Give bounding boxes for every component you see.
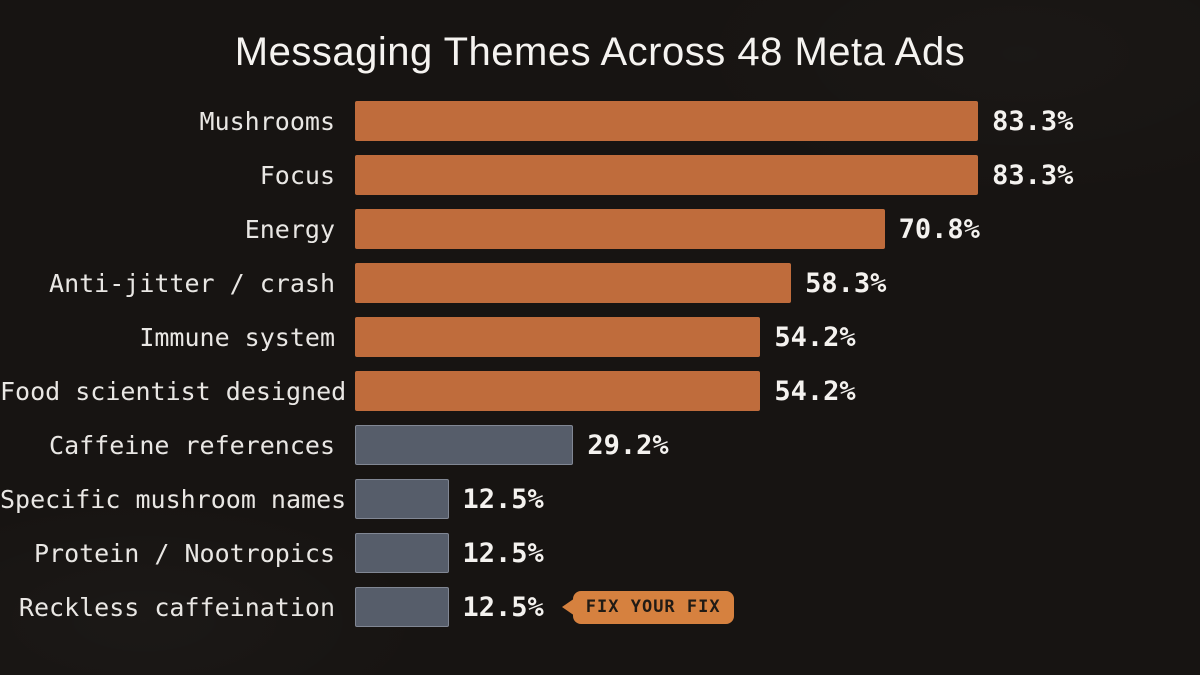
value-label: 70.8% <box>898 213 980 245</box>
bar <box>355 209 885 249</box>
bar <box>355 263 792 303</box>
chart-row: Immune system 54.2% <box>0 310 1200 364</box>
value-label: 12.5% <box>462 537 544 569</box>
value-label: 58.3% <box>805 267 887 299</box>
category-label: Immune system <box>139 322 335 352</box>
chart-rows: Mushrooms 83.3% Focus 83.3% Energy 70.8% Anti-… <box>0 94 1200 634</box>
bar <box>355 155 979 195</box>
bar <box>355 479 449 519</box>
value-label: 54.2% <box>774 375 856 407</box>
chart-row: Anti-jitter / crash 58.3% <box>0 256 1200 310</box>
badge-pointer-icon <box>561 598 575 616</box>
bar <box>355 101 979 141</box>
bar <box>355 425 574 465</box>
chart-row: Reckless caffeination 12.5% FIX YOUR FIX <box>0 580 1200 634</box>
value-label: 83.3% <box>992 105 1074 137</box>
fix-your-fix-badge: FIX YOUR FIX <box>561 590 734 624</box>
category-label: Anti-jitter / crash <box>49 268 335 298</box>
chart-row: Specific mushroom names 12.5% <box>0 472 1200 526</box>
chart-row: Caffeine references 29.2% <box>0 418 1200 472</box>
value-label: 54.2% <box>774 321 856 353</box>
chart-title: Messaging Themes Across 48 Meta Ads <box>234 30 966 74</box>
category-label: Focus <box>259 160 335 190</box>
chart-row: Energy 70.8% <box>0 202 1200 256</box>
category-label: Protein / Nootropics <box>33 538 335 568</box>
bar <box>355 587 449 627</box>
value-label: 12.5% <box>462 591 544 623</box>
value-label: 12.5% <box>462 483 544 515</box>
bar <box>355 317 761 357</box>
chart-row: Protein / Nootropics 12.5% <box>0 526 1200 580</box>
value-label: 29.2% <box>587 429 669 461</box>
bar <box>355 533 449 573</box>
chart-row: Food scientist designed 54.2% <box>0 364 1200 418</box>
category-label: Food scientist designed <box>0 376 347 406</box>
bar <box>355 371 761 411</box>
badge-label: FIX YOUR FIX <box>572 590 734 624</box>
value-label: 83.3% <box>992 159 1074 191</box>
category-label: Mushrooms <box>199 106 335 136</box>
chart-row: Focus 83.3% <box>0 148 1200 202</box>
category-label: Specific mushroom names <box>0 484 347 514</box>
category-label: Caffeine references <box>49 430 335 460</box>
category-label: Energy <box>244 214 335 244</box>
chart-row: Mushrooms 83.3% <box>0 94 1200 148</box>
category-label: Reckless caffeination <box>18 592 335 622</box>
